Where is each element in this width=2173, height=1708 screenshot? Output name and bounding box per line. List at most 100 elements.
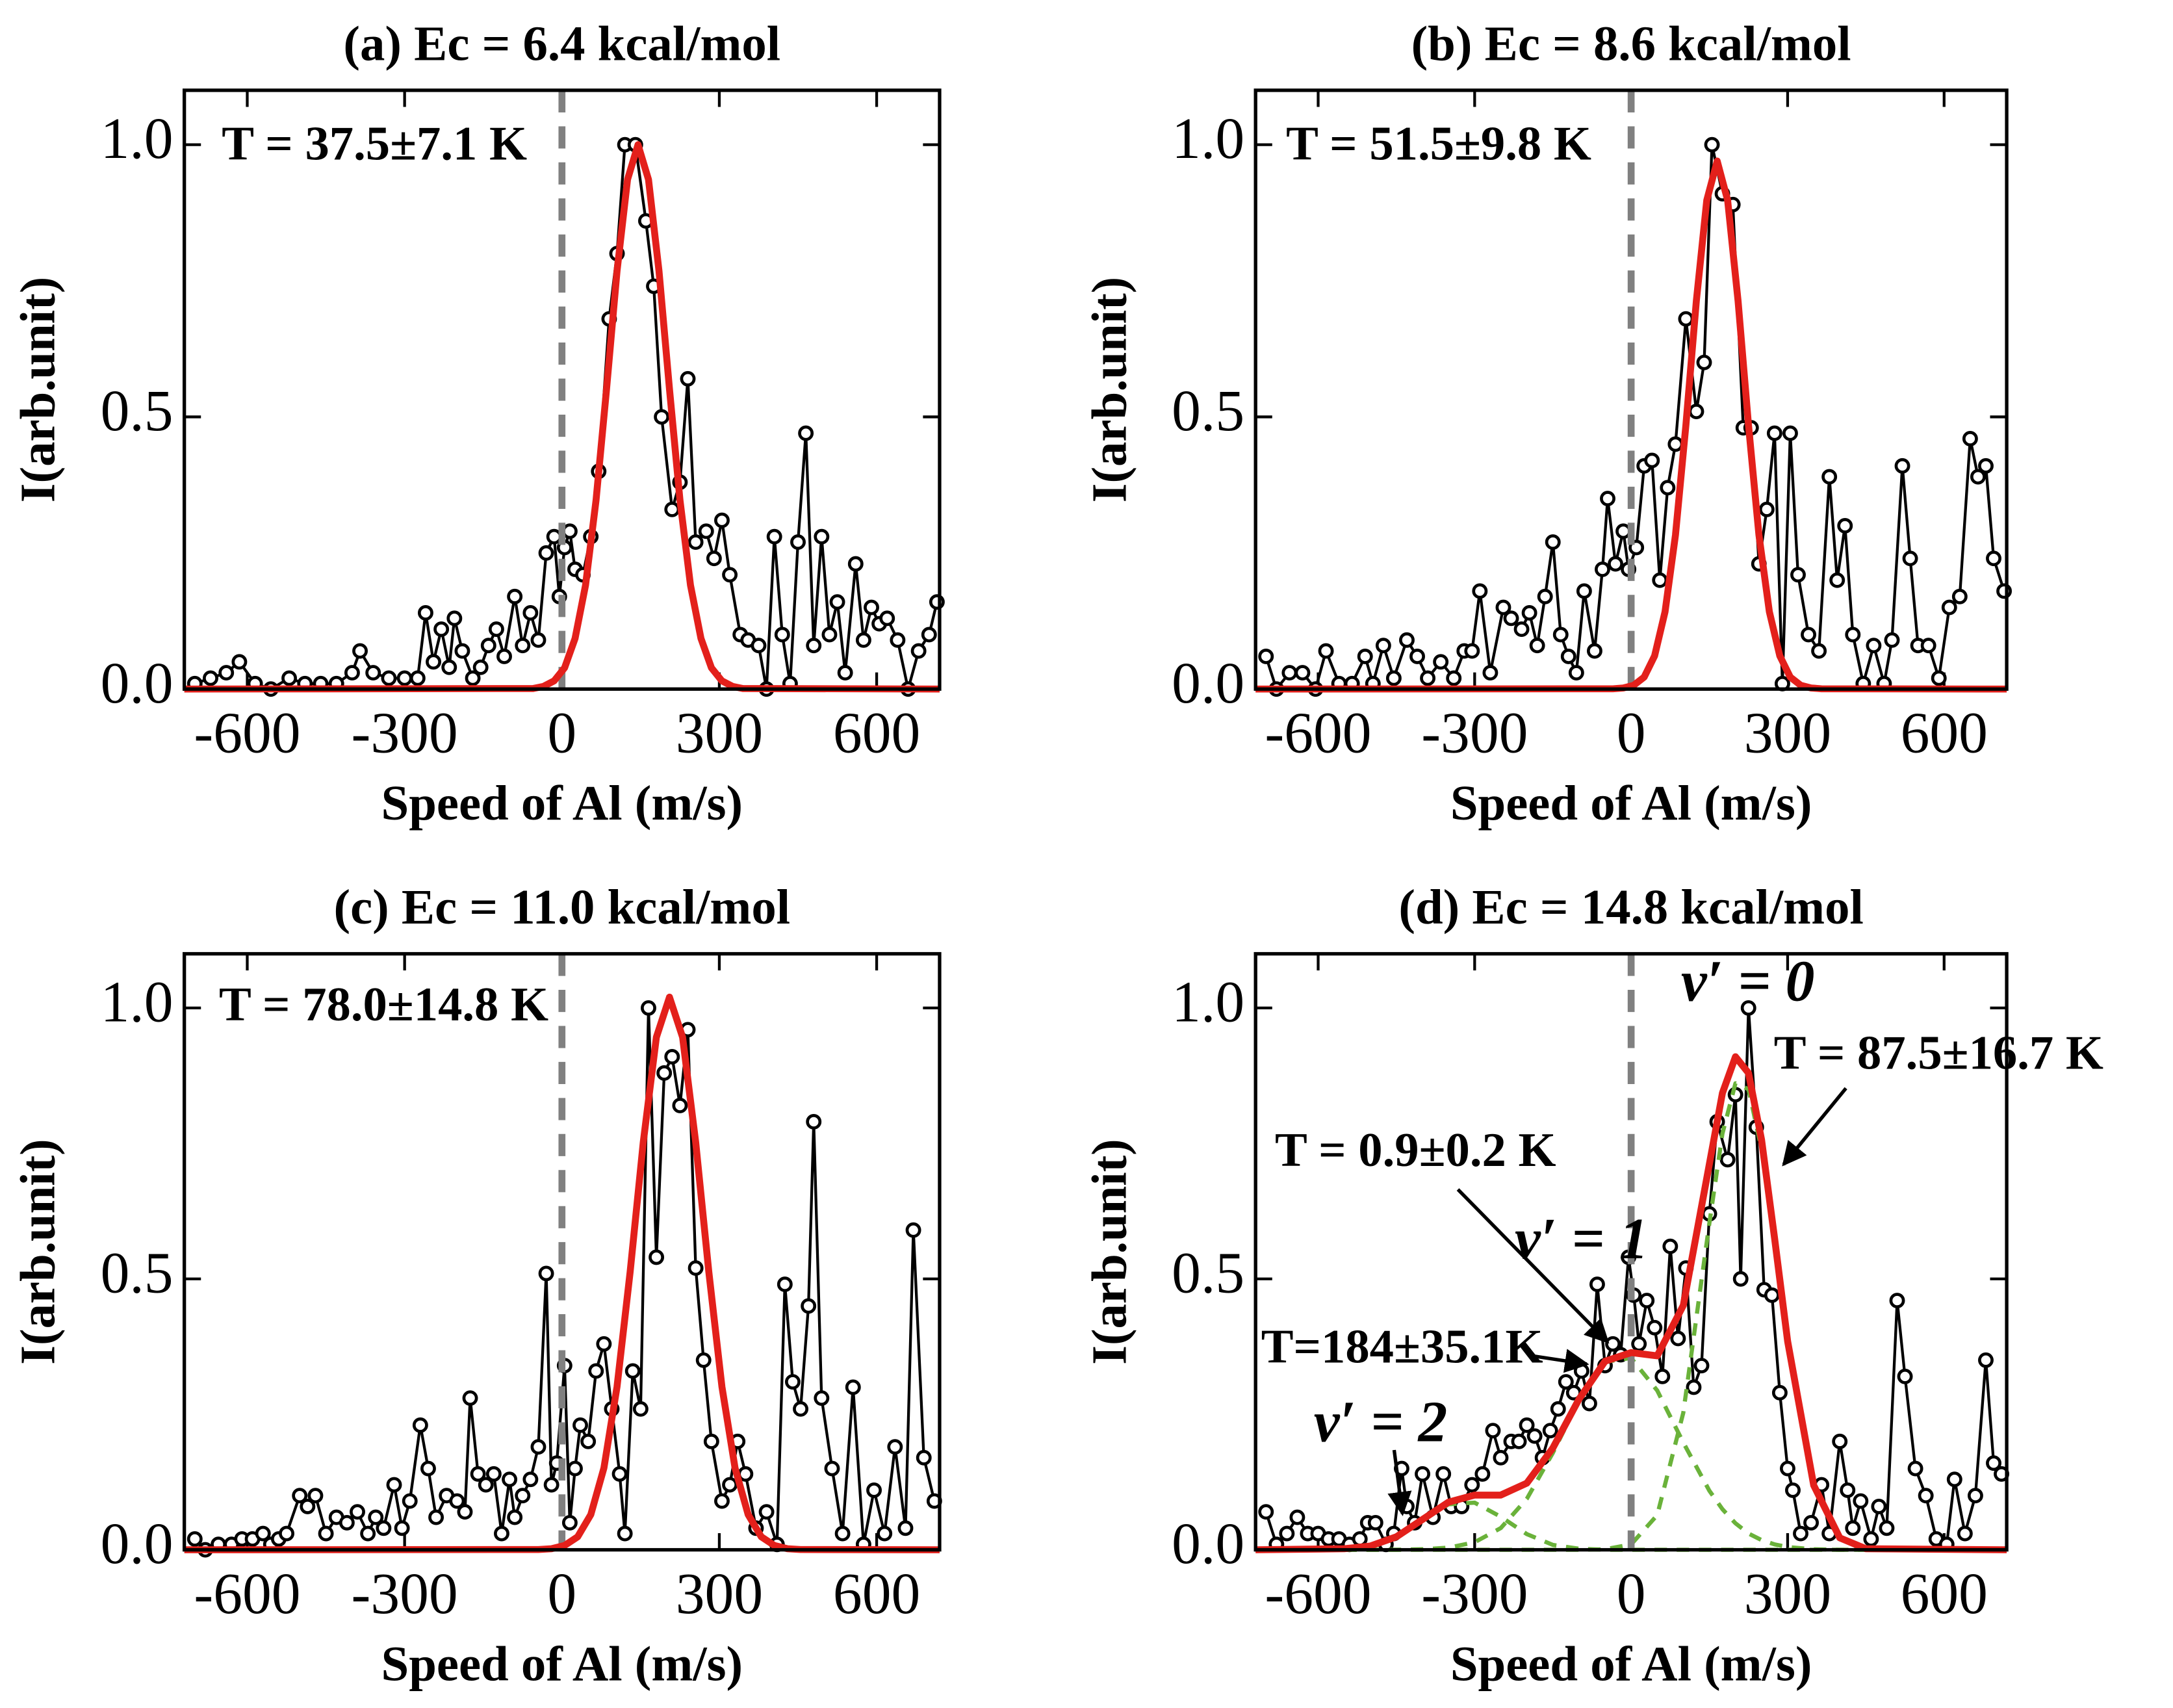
data-point [1587, 643, 1602, 659]
x-tick-label: 600 [1901, 701, 1988, 766]
data-point [1688, 404, 1704, 420]
data-point [1568, 665, 1584, 681]
data-point [798, 425, 814, 441]
data-point [656, 1065, 673, 1081]
y-tick-label: 0.0 [1172, 1512, 1244, 1576]
data-point [654, 409, 670, 425]
data-point [402, 1493, 418, 1509]
data-point [279, 1525, 294, 1542]
data-point [1464, 643, 1480, 659]
x-tick-label: -300 [1421, 701, 1528, 766]
data-point [1472, 583, 1488, 599]
data-point [855, 632, 871, 648]
x-tick-label: 600 [1901, 1562, 1988, 1626]
data-point [1894, 458, 1910, 474]
annotation-arrow [1531, 1349, 1589, 1373]
data-point [446, 610, 463, 627]
data-point [339, 1514, 355, 1531]
data-point [580, 1433, 597, 1449]
data-point [1573, 1363, 1589, 1379]
fit-curve [184, 993, 940, 1553]
data-point [649, 1249, 665, 1265]
data-point [688, 1260, 704, 1276]
data-point [1589, 1276, 1605, 1293]
data-point [814, 528, 830, 545]
data-point [1941, 599, 1957, 615]
data-point [1853, 1493, 1869, 1509]
annotation: T=184±35.1K [1261, 1320, 1543, 1374]
x-tick-label: 300 [1744, 1562, 1831, 1626]
data-point [1785, 1482, 1801, 1498]
data-point [1704, 136, 1720, 153]
data-point [1845, 627, 1861, 643]
data-point [688, 534, 704, 550]
annotation: T = 87.5±16.7 K [1774, 1026, 2103, 1080]
data-point [1931, 670, 1947, 686]
data-point [1258, 649, 1274, 664]
data-point [470, 1466, 486, 1482]
y-tick-label: 1.0 [1172, 970, 1244, 1034]
data-point [1986, 1455, 2001, 1471]
data-point [522, 1471, 539, 1488]
data-point [1678, 311, 1694, 327]
data-point [1644, 452, 1660, 469]
data-point [454, 643, 470, 659]
data-point [1758, 501, 1775, 517]
data-point [624, 1363, 641, 1379]
data-point [1581, 1395, 1597, 1412]
data-point [1464, 1477, 1480, 1493]
data-point [672, 1098, 688, 1113]
data-point [368, 1509, 384, 1525]
data-point [350, 1504, 365, 1520]
data-point [1780, 1460, 1795, 1477]
data-point [1920, 638, 1936, 654]
data-point [186, 1531, 203, 1547]
data-point [561, 1514, 578, 1531]
data-point [530, 1439, 546, 1455]
x-tick-label: 0 [547, 701, 576, 766]
data-point [1996, 583, 2012, 599]
data-point [546, 528, 562, 545]
data-point [1863, 1531, 1879, 1547]
data-point [695, 1352, 712, 1368]
data-point [1258, 1504, 1274, 1520]
data-point [515, 1488, 531, 1504]
data-point [1399, 632, 1415, 648]
data-point [698, 523, 714, 539]
data-point [866, 1482, 882, 1498]
fit-curve [184, 141, 940, 693]
panel: (a) Ec = 6.4 kcal/mol Speed of Al (m/s) I(… [10, 16, 945, 831]
data-point [821, 627, 838, 643]
data-point [417, 605, 433, 621]
panel: (b) Ec = 8.6 kcal/mol Speed of Al (m/s) I(… [1081, 16, 2012, 831]
data-point [1513, 621, 1530, 638]
data-point [1829, 572, 1845, 588]
x-tick-label: -300 [352, 701, 458, 766]
data-point [472, 659, 489, 675]
x-tick-label: 0 [1617, 701, 1646, 766]
data-point [1884, 632, 1900, 648]
data-point [318, 1525, 334, 1542]
data-point [758, 1504, 775, 1520]
data-point [396, 670, 413, 686]
data-point [1811, 643, 1827, 659]
data-point [887, 1439, 903, 1455]
y-tick-label: 0.0 [101, 651, 174, 716]
x-tick-label: -300 [352, 1562, 458, 1626]
y-tick-label: 0.0 [1172, 651, 1244, 716]
data-point [1519, 1417, 1535, 1433]
data-point [543, 1477, 559, 1493]
annotation-arrow [1387, 1449, 1412, 1516]
data-point [722, 567, 738, 583]
data-point [1482, 665, 1498, 681]
data-point [255, 1525, 271, 1542]
data-point [664, 501, 680, 517]
data-point [428, 1509, 444, 1525]
data-point [1978, 458, 1994, 474]
y-tick-label: 0.5 [1172, 379, 1244, 443]
data-point [1764, 1287, 1780, 1303]
data-point [714, 1493, 730, 1509]
panel: (d) Ec = 14.8 kcal/mol Speed of Al (m/s) I… [1081, 879, 2103, 1691]
data-point [588, 1363, 604, 1379]
